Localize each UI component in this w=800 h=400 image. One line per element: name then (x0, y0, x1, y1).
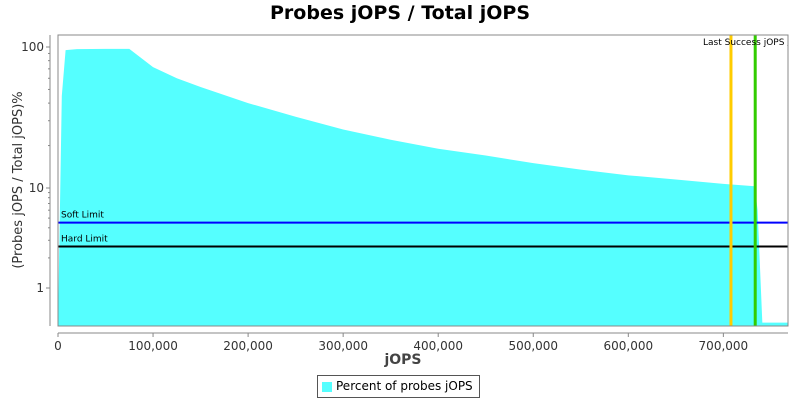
legend-swatch (322, 381, 332, 392)
x-tick-label: 500,000 (508, 339, 558, 353)
legend-label: Percent of probes jOPS (336, 379, 473, 393)
x-tick-label: 200,000 (223, 339, 273, 353)
y-tick-label: 10 (29, 181, 44, 195)
x-tick-label: 700,000 (699, 339, 749, 353)
legend: Percent of probes jOPS (317, 375, 480, 398)
limit-label-0: Soft Limit (61, 211, 104, 221)
limit-label-1: Hard Limit (61, 235, 108, 245)
x-tick-label: 0 (54, 339, 62, 353)
x-tick-label: 100,000 (128, 339, 178, 353)
y-axis-label: (Probes jOPS / Total jOPS)% (11, 91, 26, 268)
x-tick-label: 400,000 (413, 339, 463, 353)
x-axis-label: jOPS (383, 352, 421, 368)
marker-labels: Last Success jOPS / Limit Sc... (703, 38, 800, 48)
x-tick-label: 600,000 (604, 339, 654, 353)
series-area (58, 48, 788, 327)
y-tick-label: 100 (21, 40, 44, 54)
y-tick-label: 1 (36, 281, 44, 295)
plot-border (57, 34, 789, 327)
x-tick-label: 300,000 (318, 339, 368, 353)
chart-title: Probes jOPS / Total jOPS (270, 2, 530, 24)
